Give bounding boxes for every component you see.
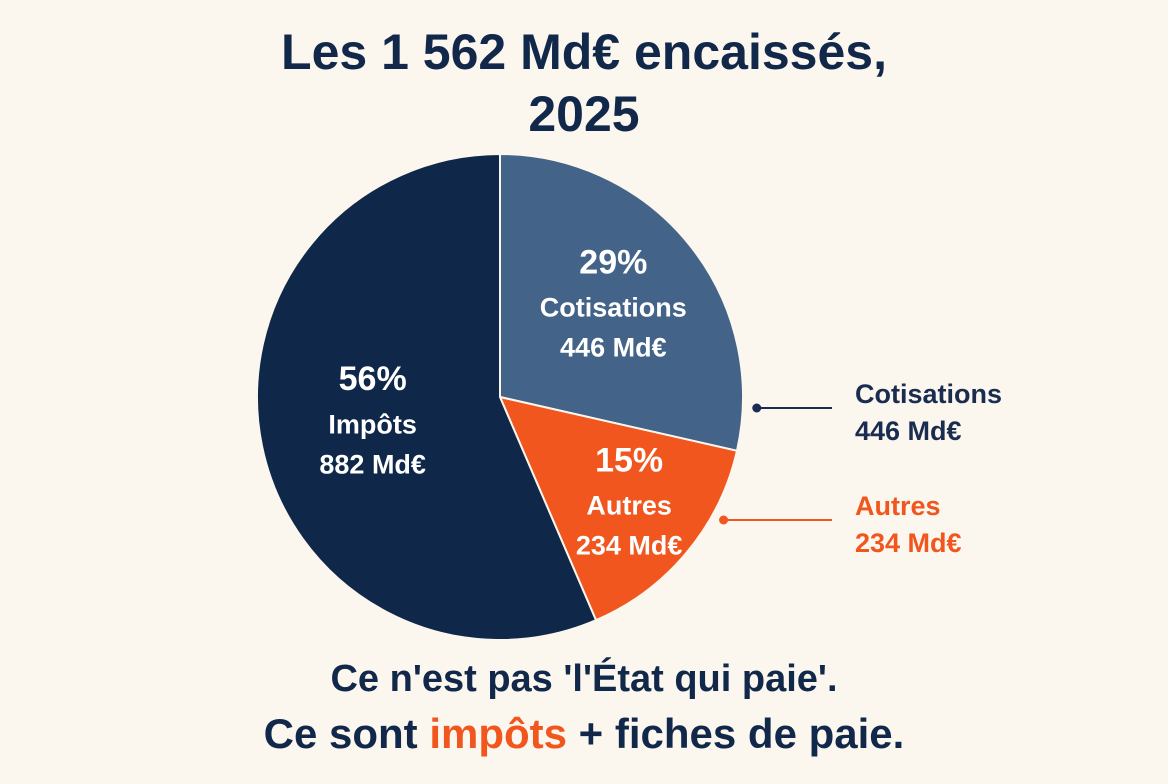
slice-value: 882 Md€: [319, 449, 426, 479]
slice-percent: 56%: [339, 360, 407, 398]
slice-name: Cotisations: [540, 293, 687, 323]
pie-slice: [256, 152, 598, 641]
callout-value: 234 Md€: [855, 528, 962, 558]
chart: Les 1 562 Md€ encaissés, 2025 29% Cotisat…: [256, 24, 1002, 641]
callout-name: Cotisations: [855, 379, 1002, 409]
pie-slice: [499, 152, 744, 452]
pie-slice: [498, 395, 739, 622]
slice-name: Impôts: [328, 409, 417, 439]
slice-value: 446 Md€: [560, 333, 667, 363]
footer-text: + fiches de paie.: [567, 710, 905, 757]
chart-title: 2025: [528, 86, 639, 142]
chart-title: Les 1 562 Md€ encaissés,: [281, 24, 887, 80]
footer-highlight: impôts: [429, 710, 568, 757]
footer-text: Ce sont: [263, 710, 430, 757]
footer-line: Ce sont impôts + fiches de paie.: [0, 710, 1168, 758]
slice-percent: 15%: [595, 441, 663, 479]
slice-name: Autres: [586, 491, 672, 521]
footer-line: Ce n'est pas 'l'État qui paie'.: [330, 658, 838, 700]
callout-value: 446 Md€: [855, 416, 962, 446]
callout-name: Autres: [855, 491, 941, 521]
slice-value: 234 Md€: [576, 531, 683, 561]
slice-percent: 29%: [579, 244, 647, 282]
